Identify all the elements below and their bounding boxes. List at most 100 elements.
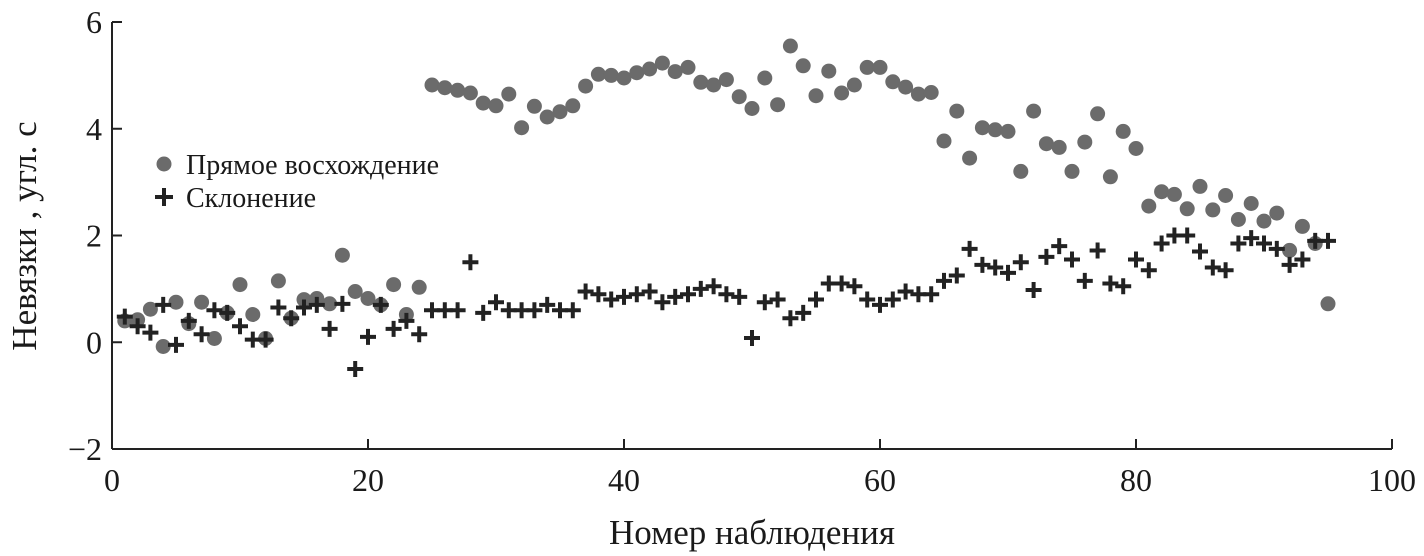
dec-point	[641, 283, 658, 300]
dec-point	[1038, 248, 1055, 265]
series-0	[117, 38, 1336, 354]
dec-point	[1153, 235, 1170, 252]
ra-point	[1038, 136, 1054, 152]
ra-point	[808, 88, 824, 104]
dec-point	[180, 312, 197, 329]
dec-point	[155, 296, 172, 313]
dec-point	[385, 320, 402, 337]
dec-point	[1217, 262, 1234, 279]
dec-point	[500, 302, 517, 319]
ra-point	[1141, 198, 1157, 214]
dec-point	[577, 283, 594, 300]
dec-point	[1025, 281, 1042, 298]
ra-point	[168, 294, 184, 310]
dec-point	[1268, 240, 1285, 257]
ra-point	[898, 79, 914, 95]
ra-point	[475, 95, 491, 111]
ra-point	[552, 104, 568, 120]
y-tick-label: 6	[86, 4, 102, 40]
dec-point	[1140, 262, 1157, 279]
ra-point	[872, 59, 888, 75]
ra-point	[757, 70, 773, 86]
dec-point	[1064, 251, 1080, 268]
ra-point	[693, 74, 709, 90]
y-axis-title: Невязки , угл. с	[5, 121, 44, 350]
ra-point	[526, 98, 542, 114]
ra-point	[731, 89, 747, 105]
ra-point	[578, 78, 594, 94]
axes	[111, 22, 1392, 450]
dec-point	[1076, 272, 1093, 289]
series-1	[116, 227, 1336, 377]
ra-point	[654, 55, 670, 71]
dec-point	[334, 295, 351, 312]
ra-point	[1013, 163, 1029, 179]
ra-point	[322, 296, 338, 312]
dec-point	[782, 310, 799, 327]
dec-point	[347, 360, 364, 377]
ra-point	[680, 59, 696, 75]
dec-point	[129, 318, 146, 335]
ra-point	[450, 82, 466, 98]
x-tick-label: 100	[1368, 462, 1416, 498]
ra-point	[1090, 106, 1106, 122]
dec-point	[769, 291, 786, 308]
dec-point	[411, 326, 428, 343]
ra-point	[539, 109, 555, 125]
dec-point	[718, 286, 735, 303]
ra-point	[1320, 296, 1336, 312]
ra-point	[155, 339, 171, 354]
dec-point	[1051, 238, 1068, 255]
dec-point	[808, 291, 824, 308]
dec-point	[244, 331, 261, 348]
ra-point	[949, 103, 965, 119]
ra-point	[987, 122, 1003, 138]
ra-point	[462, 85, 478, 101]
dec-point	[436, 302, 453, 319]
ra-point	[770, 97, 786, 113]
legend-circle-marker-icon	[156, 156, 172, 172]
dec-point	[872, 296, 888, 313]
dec-point	[270, 299, 287, 316]
dec-point	[616, 288, 632, 305]
dec-point	[628, 286, 645, 303]
ra-point	[667, 64, 683, 80]
ra-point	[1166, 186, 1182, 202]
ra-point	[1051, 139, 1067, 155]
legend-label-ra: Прямое восхождение	[186, 150, 439, 181]
x-tick-label: 80	[1120, 462, 1152, 498]
dec-point	[526, 302, 543, 319]
dec-point	[1320, 232, 1336, 249]
dec-point	[692, 280, 709, 297]
ra-point	[1269, 205, 1285, 221]
ra-point	[194, 294, 210, 310]
dec-point	[513, 302, 530, 319]
dec-point	[1166, 227, 1183, 244]
dec-point	[846, 278, 863, 295]
ra-point	[1115, 123, 1131, 139]
ra-point	[1077, 134, 1093, 150]
legend-item-ra: Прямое восхождение	[156, 150, 439, 181]
dec-point	[1115, 278, 1132, 295]
ra-point	[616, 70, 632, 86]
ra-point	[974, 120, 990, 136]
y-tick-label: 0	[86, 324, 102, 360]
dec-point	[859, 291, 876, 308]
ra-point	[910, 86, 926, 102]
dec-point	[1281, 256, 1298, 273]
ra-point	[1000, 123, 1016, 139]
dec-point	[705, 278, 722, 295]
ra-point	[347, 284, 363, 299]
dec-point	[321, 320, 338, 337]
ra-point	[782, 38, 798, 54]
dec-point	[910, 286, 927, 303]
dec-point	[820, 275, 837, 292]
dec-point	[936, 272, 952, 289]
ra-point	[642, 61, 658, 77]
dec-point	[667, 288, 684, 305]
ra-point	[1179, 201, 1195, 217]
dec-point	[206, 302, 223, 319]
dec-point	[590, 286, 607, 303]
dec-point	[1243, 230, 1260, 247]
